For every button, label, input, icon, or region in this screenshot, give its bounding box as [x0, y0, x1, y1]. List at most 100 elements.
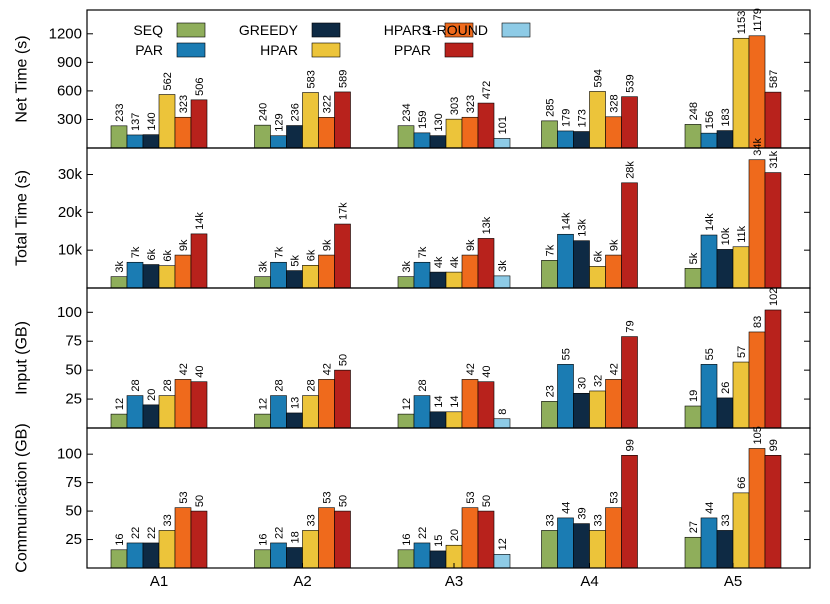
panel-communication-gb: Communication (GB) 25 50 75 100 16 22 22 33 53 50 1…: [14, 423, 811, 573]
data-label-par-a1: 7k: [130, 246, 142, 258]
data-label-hpar-a4: 33: [593, 514, 605, 526]
data-label-hpars-a5: 1179: [752, 8, 764, 32]
data-label-seq-a1: 16: [114, 534, 126, 546]
bar-greedy-a3: [429, 135, 447, 149]
bar-par-a5: [700, 234, 718, 289]
bar-hpars-a2: [318, 379, 335, 429]
bar-greedy-a2: [286, 270, 303, 289]
bar-seq-a5: [684, 268, 702, 289]
data-label-par-a2: 22: [274, 527, 286, 539]
data-label-ppar-a1: 14k: [194, 212, 206, 230]
data-label-greedy-a4: 30: [577, 377, 589, 389]
bar-seq-a4: [541, 120, 558, 149]
data-label-hpar-a3: 14: [449, 396, 461, 408]
legend-swatch-ppar: [444, 42, 474, 58]
bar-seq-a5: [684, 536, 702, 569]
bar-hpar-a1: [158, 265, 176, 289]
data-label-seq-a3: 12: [401, 398, 413, 410]
bar-hpars-a1: [174, 379, 192, 429]
bar-par-a2: [270, 261, 287, 289]
bar-par-a1: [126, 261, 144, 289]
data-label-par-a3: 159: [417, 111, 429, 129]
data-label-seq-a5: 19: [688, 390, 700, 402]
bar-seq-a2: [254, 413, 271, 429]
bar-par-a4: [557, 130, 574, 149]
data-label-seq-a1: 3k: [114, 261, 126, 273]
data-label-1-round-a3: 8: [497, 409, 509, 415]
data-label-ppar-a1: 40: [194, 365, 206, 377]
data-label-par-a1: 28: [130, 379, 142, 391]
bar-par-a4: [557, 517, 574, 569]
bar-hpars-a5: [748, 35, 766, 149]
bar-hpar-a1: [158, 395, 176, 429]
data-label-seq-a4: 33: [545, 514, 557, 526]
data-label-greedy-a2: 5k: [290, 254, 302, 266]
bar-hpar-a3: [445, 118, 463, 149]
data-label-hpar-a1: 562: [162, 72, 174, 90]
bar-par-a5: [700, 517, 718, 569]
data-label-hpar-a1: 33: [162, 514, 174, 526]
bar-hpar-a5: [732, 246, 750, 289]
bar-greedy-a5: [716, 130, 734, 149]
y-axis-label: Total Time (s): [14, 170, 31, 266]
data-label-ppar-a4: 539: [625, 74, 637, 92]
bar-hpars-a2: [318, 117, 335, 149]
bar-seq-a1: [110, 413, 128, 429]
data-label-seq-a2: 16: [258, 534, 270, 546]
bar-greedy-a3: [429, 271, 447, 289]
bar-hpar-a4: [589, 266, 606, 289]
data-label-seq-a5: 27: [688, 521, 700, 533]
legend-label-ppar: PPAR: [394, 42, 431, 58]
bar-greedy-a2: [286, 125, 303, 149]
bar-hpar-a4: [589, 390, 606, 429]
data-label-1-round-a3: 12: [497, 538, 509, 550]
data-label-hpar-a3: 303: [449, 97, 461, 115]
data-label-greedy-a1: 140: [146, 112, 158, 130]
y-axis-label: Net Time (s): [14, 35, 31, 122]
data-label-ppar-a5: 587: [768, 70, 780, 88]
y-tick-label: 100: [57, 446, 82, 463]
bar-par-a3: [413, 132, 431, 149]
data-label-hpar-a5: 57: [736, 346, 748, 358]
data-label-hpars-a1: 42: [178, 363, 190, 375]
bar-par-a2: [270, 135, 287, 149]
data-label-ppar-a5: 31k: [768, 150, 780, 168]
bar-par-a2: [270, 395, 287, 429]
bar-ppar-a4: [621, 455, 638, 569]
data-label-par-a2: 129: [274, 113, 286, 131]
data-label-par-a5: 55: [704, 348, 716, 360]
data-label-par-a4: 44: [561, 502, 573, 514]
data-label-par-a4: 55: [561, 348, 573, 360]
bar-seq-a1: [110, 549, 128, 569]
bar-seq-a5: [684, 124, 702, 149]
bar-greedy-a1: [142, 264, 160, 289]
bar-ppar-a1: [190, 99, 208, 149]
data-label-ppar-a1: 506: [194, 77, 206, 95]
bar-greedy-a2: [286, 412, 303, 429]
bar-greedy-a1: [142, 134, 160, 149]
data-label-hpar-a4: 6k: [593, 250, 605, 262]
y-tick-label: 50: [65, 503, 82, 520]
bar-hpars-a3: [461, 507, 479, 569]
bar-seq-a1: [110, 276, 128, 289]
bar-greedy-a1: [142, 542, 160, 569]
data-label-ppar-a5: 102: [768, 288, 780, 306]
x-tick-label-a2: A2: [293, 573, 311, 590]
data-label-par-a3: 28: [417, 379, 429, 391]
data-label-hpars-a1: 53: [178, 491, 190, 503]
bar-hpars-a3: [461, 254, 479, 289]
data-label-greedy-a2: 13: [290, 397, 302, 409]
y-tick-label: 25: [65, 391, 82, 408]
data-label-hpars-a3: 323: [465, 95, 477, 113]
data-label-hpar-a4: 594: [593, 69, 605, 87]
data-label-seq-a2: 3k: [258, 261, 270, 273]
bar-hpar-a5: [732, 37, 750, 149]
data-label-hpars-a4: 53: [609, 491, 621, 503]
y-tick-label: 900: [57, 54, 82, 71]
data-label-hpars-a4: 9k: [609, 239, 621, 251]
bar-hpars-a2: [318, 254, 335, 289]
bar-hpars-a1: [174, 116, 192, 149]
bar-greedy-a4: [573, 131, 590, 149]
bar-par-a4: [557, 364, 574, 429]
legend-label-hpars: HPARS: [384, 22, 431, 38]
